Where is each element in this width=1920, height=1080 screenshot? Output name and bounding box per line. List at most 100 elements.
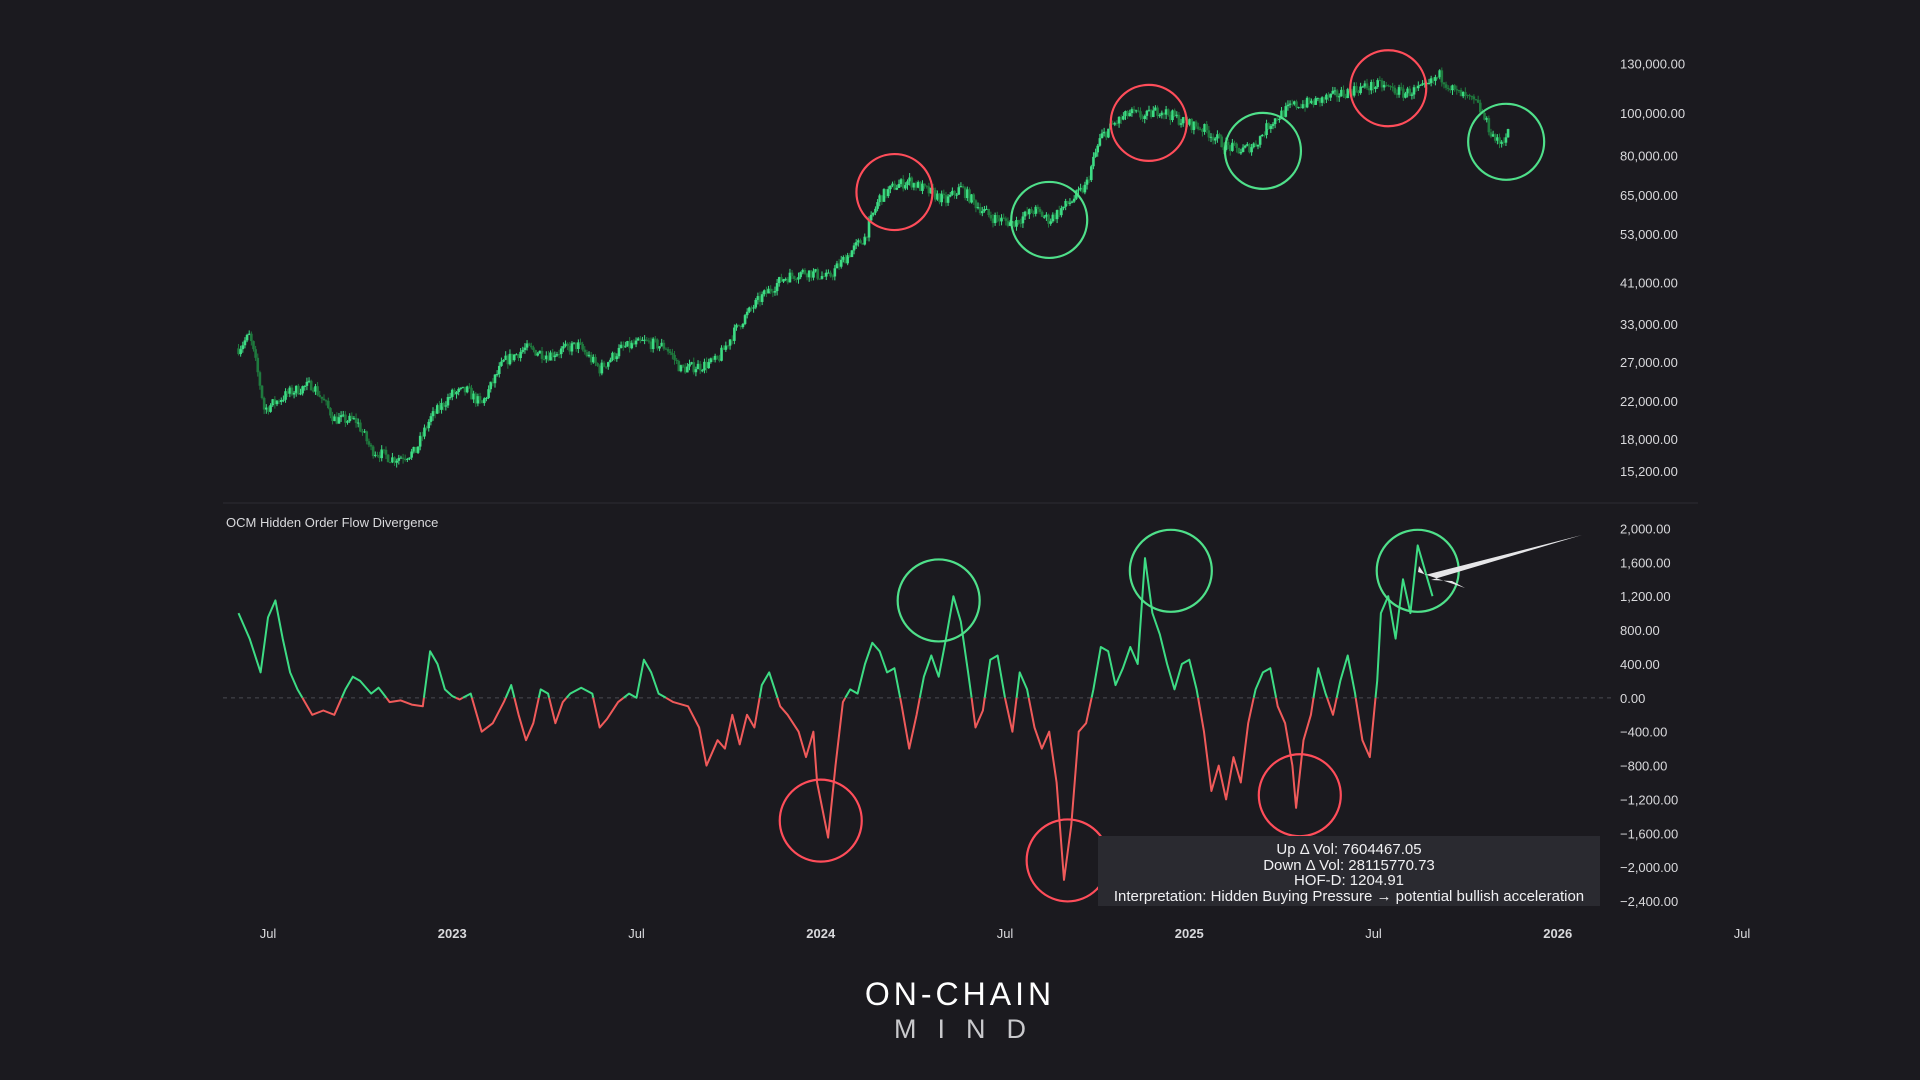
candle-body (647, 340, 651, 342)
candle-body (1000, 217, 1003, 222)
candle-body (1070, 201, 1074, 203)
candle-body (1062, 206, 1065, 209)
candle-body (701, 370, 704, 372)
candle-body (568, 345, 572, 352)
candle-body (1090, 166, 1093, 181)
candle-body (1081, 187, 1085, 193)
indicator-tick-label: 1,200.00 (1620, 589, 1671, 604)
indicator-line-negative (1197, 697, 1255, 801)
candle-body (844, 257, 847, 264)
candle-body (572, 342, 576, 344)
candle-body (696, 363, 700, 370)
candle-body (455, 392, 458, 395)
indicator-line-positive (1090, 557, 1200, 699)
candle-body (739, 325, 743, 328)
candle-body (1402, 88, 1405, 98)
candle-body (493, 374, 497, 384)
candle-body (1278, 119, 1281, 121)
indicator-highlight-circle (1025, 818, 1110, 903)
candle-body (831, 276, 834, 278)
candle-body (978, 207, 982, 214)
indicator-line-positive (622, 658, 667, 699)
candle-body (341, 414, 345, 416)
candle-body (1442, 82, 1446, 85)
candle-body (237, 348, 240, 355)
candle-body (919, 182, 922, 191)
candle-body (1429, 78, 1433, 83)
candle-body (621, 344, 625, 347)
candle-body (1252, 143, 1256, 148)
candle-body (752, 307, 755, 309)
candle-body (822, 275, 826, 277)
candle-body (1032, 212, 1035, 214)
candle-body (429, 416, 433, 422)
candle-body (679, 365, 683, 372)
candle-body (1149, 109, 1153, 118)
indicator-line-negative (776, 697, 847, 839)
candle-body (609, 359, 612, 363)
candle-body (745, 311, 749, 316)
candle-body (474, 393, 478, 404)
candle-body (1470, 95, 1474, 97)
candle-body (767, 288, 770, 294)
candle-body (594, 356, 597, 364)
candle-body (1478, 102, 1482, 113)
candle-body (444, 405, 448, 407)
candle-body (786, 278, 790, 283)
candle-body (1352, 86, 1356, 96)
candle-body (525, 343, 529, 348)
candle-body (1335, 90, 1339, 98)
candle-body (1419, 84, 1422, 86)
candle-body (993, 214, 997, 224)
indicator-highlight-circle (896, 558, 981, 643)
candle-body (245, 334, 249, 341)
candle-body (463, 386, 467, 393)
candle-body (1389, 85, 1392, 87)
candle-body (998, 218, 1001, 222)
candle-body (1485, 118, 1489, 120)
candle-body (1260, 134, 1264, 137)
candle-body (1391, 86, 1394, 88)
price-tick-label: 80,000.00 (1620, 149, 1678, 164)
candle-body (564, 343, 567, 347)
candle-body (668, 351, 672, 354)
candle-body (1235, 143, 1238, 148)
time-tick-label: Jul (628, 926, 645, 941)
candle-body (718, 358, 721, 361)
candle-body (442, 402, 446, 407)
candle-body (1295, 101, 1298, 108)
candle-body (592, 356, 595, 363)
candle-body (448, 396, 452, 398)
candle-body (1047, 214, 1050, 224)
candle-body (440, 402, 443, 410)
candle-body (1166, 109, 1170, 115)
candle-body (459, 387, 463, 389)
candle-body (418, 435, 422, 447)
candle-body (698, 363, 702, 371)
candle-body (837, 263, 841, 267)
candle-body (722, 347, 725, 350)
candle-body (333, 416, 336, 422)
candle-body (897, 183, 901, 188)
indicator-line-negative (385, 697, 425, 708)
candle-body (686, 366, 689, 373)
candle-body (508, 353, 512, 365)
candle-body (1299, 107, 1303, 109)
candle-body (1275, 118, 1279, 120)
candle-body (923, 183, 926, 186)
candle-body (307, 380, 311, 382)
candle-body (1124, 111, 1127, 117)
candle-body (1308, 97, 1311, 104)
candle-body (760, 294, 764, 302)
candle-body (1421, 83, 1424, 85)
candle-body (1301, 104, 1305, 108)
candle-body (258, 372, 262, 386)
candle-body (1284, 106, 1288, 117)
indicator-line-positive (1252, 667, 1278, 699)
candle-body (1128, 113, 1132, 117)
candle-body (1066, 201, 1070, 204)
up-vol-text: Up Δ Vol: 7604467.05 (1276, 841, 1422, 858)
candle-body (427, 421, 431, 429)
candle-body (846, 255, 849, 264)
candle-body (453, 389, 456, 395)
